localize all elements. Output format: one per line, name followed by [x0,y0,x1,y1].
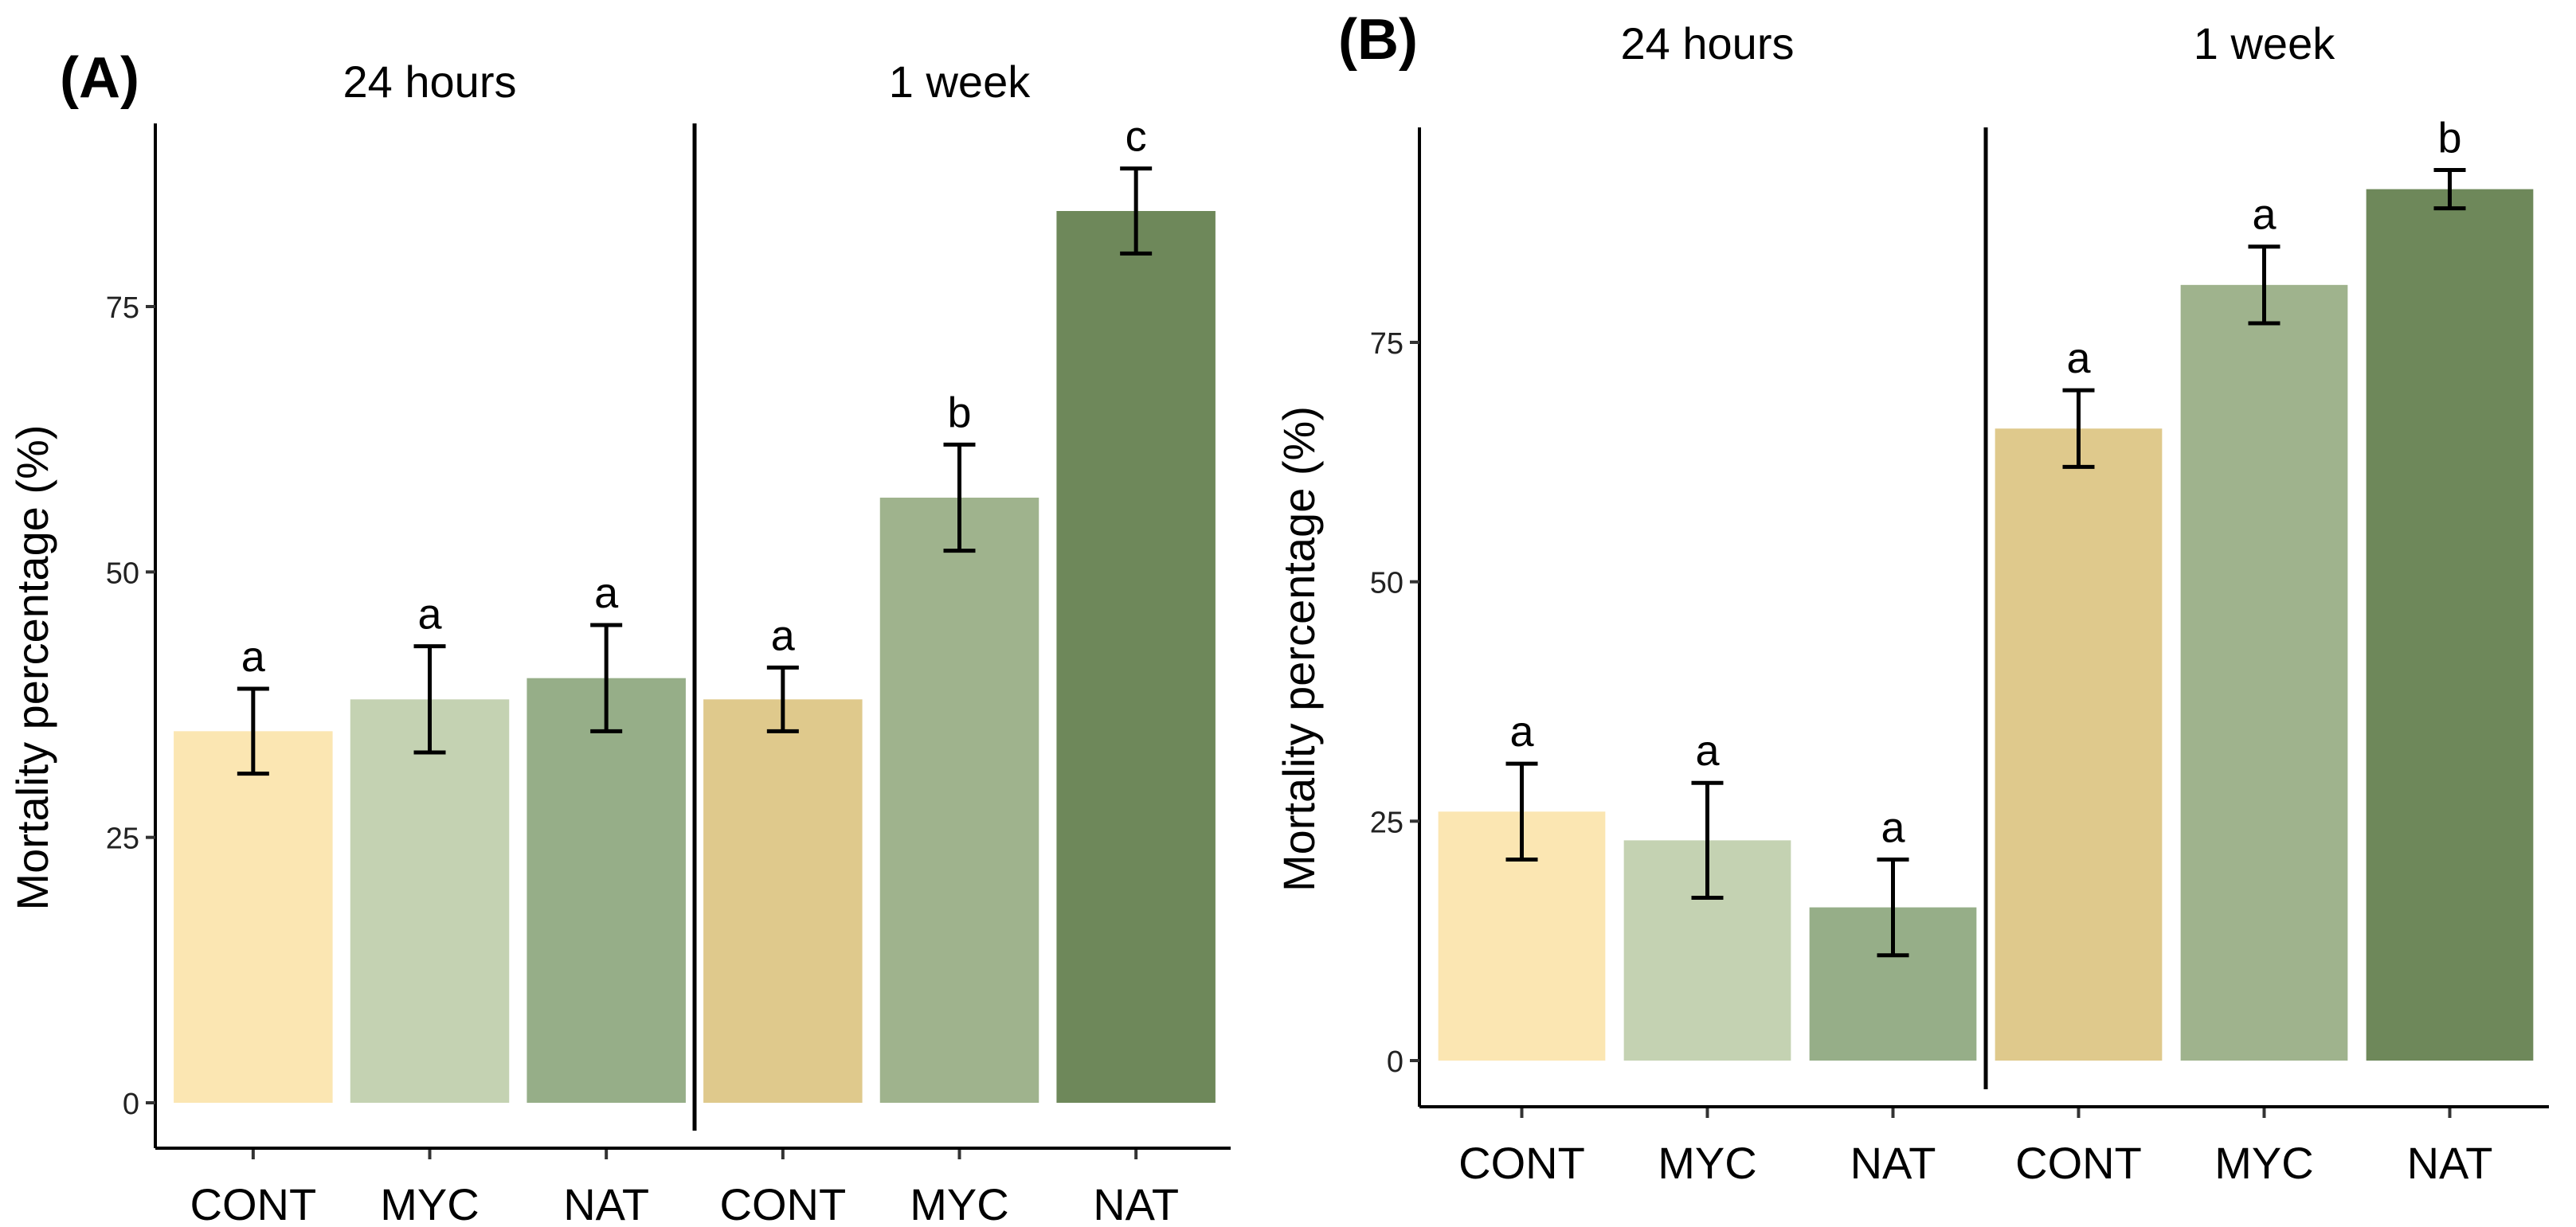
y-tick-label: 50 [106,557,139,590]
significance-letter: a [1695,727,1720,775]
x-tick-label: NAT [1093,1179,1179,1227]
error-bar [766,665,799,733]
y-tick-label: 50 [1370,567,1403,600]
error-bar [1691,780,1724,901]
bar [350,699,510,1103]
y-axis-label: Mortality percentage (%) [1274,406,1324,892]
y-axis-label: Mortality percentage (%) [7,424,57,910]
facet-label: 1 week [889,57,1031,107]
bar [1995,428,2163,1061]
significance-letter: a [2066,334,2091,382]
error-bar [2062,388,2095,469]
x-tick-label: CONT [190,1179,317,1227]
x-tick-label: MYC [1658,1138,1756,1188]
x-tick-label: CONT [2015,1138,2142,1188]
significance-letter: a [2252,191,2277,239]
significance-letter: c [1126,113,1147,161]
y-tick-label: 25 [1370,806,1403,839]
y-tick-label: 25 [106,823,139,856]
x-tick-label: NAT [2407,1138,2493,1188]
y-tick-label: 0 [1387,1045,1403,1079]
error-bar [2433,168,2466,211]
bar [174,731,333,1103]
facet-label: 24 hours [1621,18,1795,68]
x-tick-label: NAT [563,1179,649,1227]
error-bar [237,686,269,776]
facet-label: 1 week [2194,18,2335,68]
panel-b: (B) 24 hours 1 week a CONT a MYC a NAT a CONT a MYC b… [1274,8,2549,1188]
significance-letter: b [947,389,971,436]
x-tick-label: NAT [1850,1138,1936,1188]
x-tick-label: MYC [2214,1138,2313,1188]
x-tick-label: MYC [910,1179,1008,1227]
error-bar [1505,761,1538,862]
significance-letter: a [417,591,442,639]
significance-letter: a [1509,708,1534,756]
facet-label: 24 hours [343,57,517,107]
x-tick-label: MYC [380,1179,479,1227]
panel-a: (A) 24 hours 1 week a CONT a MYC a NAT a CONT b MYC c… [7,46,1231,1227]
significance-letter: a [771,612,796,659]
significance-letter: a [1881,803,1905,851]
bar [703,699,863,1103]
y-tick-label: 0 [123,1088,139,1121]
x-tick-label: CONT [1458,1138,1585,1188]
error-bar [1877,857,1909,958]
panel-label: (B) [1338,8,1418,72]
error-bar [2248,244,2280,326]
bar [879,498,1039,1103]
error-bar [1120,166,1153,256]
panel-label: (A) [60,46,139,110]
significance-letter: a [241,633,266,681]
bar [2366,189,2534,1061]
x-tick-label: CONT [720,1179,847,1227]
error-bar [590,623,623,733]
bar [2180,284,2348,1061]
significance-letter: a [594,569,619,617]
bar [1056,211,1216,1103]
bar [527,678,686,1103]
error-bar [943,442,976,553]
y-tick-label: 75 [106,291,139,325]
error-bar [413,644,446,755]
y-tick-label: 75 [1370,327,1403,361]
significance-letter: b [2437,115,2461,162]
